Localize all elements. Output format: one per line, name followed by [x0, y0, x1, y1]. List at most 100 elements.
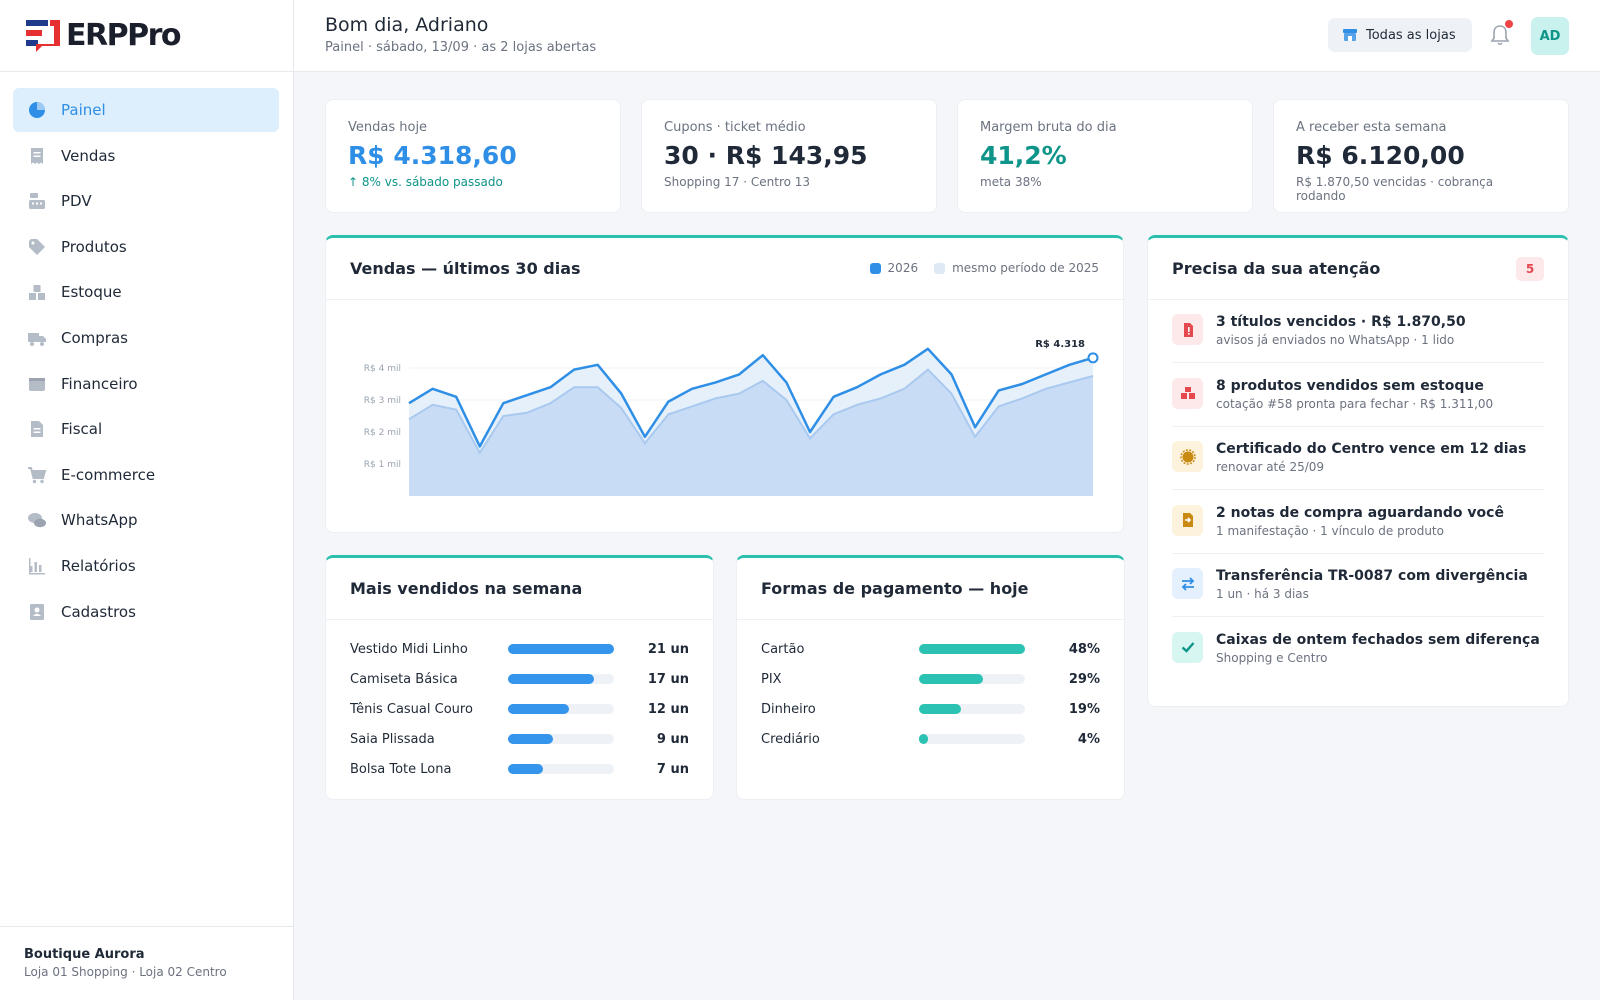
sidebar-item-financeiro[interactable]: Financeiro — [13, 362, 279, 406]
bar-row[interactable]: Camiseta Básica 17 un — [350, 668, 689, 690]
sidebar-item-painel[interactable]: Painel — [13, 88, 279, 132]
bar-track — [508, 704, 614, 714]
kpi-value: R$ 4.318,60 — [348, 141, 517, 170]
bar-value: 7 un — [656, 761, 689, 777]
notification-dot — [1505, 20, 1513, 28]
invoice-alert-icon — [1172, 314, 1203, 345]
attention-text: 2 notas de compra aguardando você 1 manif… — [1216, 505, 1504, 538]
bar-row[interactable]: Saia Plissada 9 un — [350, 728, 689, 750]
kpi-label: Vendas hoje — [348, 120, 428, 135]
attention-item[interactable]: 2 notas de compra aguardando você 1 manif… — [1172, 491, 1544, 554]
kpi-sub: meta 38% — [980, 175, 1042, 189]
top-header: Bom dia, Adriano Painel · sábado, 13/09 … — [294, 0, 1600, 72]
payment-methods-title: Formas de pagamento — hoje — [761, 579, 1029, 598]
truck-icon — [27, 328, 47, 348]
attention-item-title: Caixas de ontem fechados sem diferença — [1216, 631, 1540, 648]
chart-legend: 2026 mesmo período de 2025 — [854, 261, 1099, 275]
attention-text: Transferência TR-0087 com divergência 1 u… — [1216, 568, 1528, 601]
kpi-sub: Shopping 17 · Centro 13 — [664, 175, 811, 189]
contact-book-icon — [27, 602, 47, 622]
bar-row[interactable]: Bolsa Tote Lona 7 un — [350, 758, 689, 780]
kpi-value: R$ 6.120,00 — [1296, 141, 1465, 170]
attention-item-title: Transferência TR-0087 com divergência — [1216, 568, 1528, 584]
sidebar-item-fiscal[interactable]: Fiscal — [13, 407, 279, 451]
attention-item[interactable]: 3 títulos vencidos · R$ 1.870,50 avisos j… — [1172, 300, 1544, 363]
bar-track — [919, 644, 1025, 654]
bar-value: 21 un — [647, 641, 689, 657]
boxes-alert-icon — [1172, 377, 1203, 409]
attention-text: 8 produtos vendidos sem estoque cotação #… — [1216, 378, 1493, 411]
bar-row[interactable]: Tênis Casual Couro 12 un — [350, 698, 689, 720]
sidebar-item-label: WhatsApp — [61, 511, 138, 530]
app-logo[interactable]: ERPPro — [0, 0, 293, 72]
sales-chart-header: Vendas — últimos 30 dias 2026 mesmo perí… — [326, 238, 1123, 300]
sidebar-item-label: Estoque — [61, 283, 122, 302]
app-name: ERPPro — [66, 18, 181, 53]
pie-chart-icon — [27, 100, 47, 120]
bar-fill — [508, 764, 544, 774]
y-tick-label: R$ 1 mil — [364, 460, 401, 470]
bar-value: 4% — [1077, 731, 1100, 747]
kpi-sales-today[interactable]: Vendas hoje R$ 4.318,60 ↑ 8% vs. sábado … — [325, 99, 621, 213]
bar-fill — [508, 674, 594, 684]
legend-label: mesmo período de 2025 — [952, 261, 1099, 275]
bar-row[interactable]: PIX 29% — [761, 668, 1100, 690]
sidebar-item-e-commerce[interactable]: E-commerce — [13, 453, 279, 497]
sidebar-item-compras[interactable]: Compras — [13, 316, 279, 360]
kpi-coupons[interactable]: Cupons · ticket médio 30 · R$ 143,95 Sho… — [641, 99, 937, 213]
attention-item[interactable]: Caixas de ontem fechados sem diferença Sh… — [1172, 618, 1544, 681]
sidebar-item-produtos[interactable]: Produtos — [13, 225, 279, 269]
kpi-label: Margem bruta do dia — [980, 120, 1117, 135]
avatar[interactable]: AD — [1531, 17, 1569, 55]
sales-area-chart[interactable]: R$ 1 mil R$ 2 mil R$ 3 mil R$ 4 mil R$ 4.318 — [326, 300, 1123, 532]
bar-label: Saia Plissada — [350, 731, 435, 747]
bar-row[interactable]: Dinheiro 19% — [761, 698, 1100, 720]
sidebar-item-estoque[interactable]: Estoque — [13, 270, 279, 314]
sidebar-item-vendas[interactable]: Vendas — [13, 134, 279, 178]
bell-icon[interactable] — [1490, 24, 1510, 46]
bar-fill — [919, 674, 984, 684]
kpi-value: 41,2% — [980, 141, 1067, 170]
y-tick-label: R$ 3 mil — [364, 396, 401, 406]
series-2026-line[interactable] — [408, 347, 1094, 448]
attention-item-sub: renovar até 25/09 — [1216, 460, 1325, 474]
sidebar-item-relatorios[interactable]: Relatórios — [13, 544, 279, 588]
bar-value: 17 un — [647, 671, 689, 687]
bar-value: 19% — [1068, 701, 1100, 717]
bar-chart-icon — [27, 556, 47, 576]
kpi-receivables[interactable]: A receber esta semana R$ 6.120,00 R$ 1.8… — [1273, 99, 1569, 213]
sidebar-item-label: Painel — [61, 101, 106, 119]
legend-item-2025[interactable]: mesmo período de 2025 — [934, 261, 1099, 275]
sidebar-item-label: E-commerce — [61, 465, 156, 484]
bar-row[interactable]: Crediário 4% — [761, 728, 1100, 750]
sidebar-item-label: Produtos — [61, 237, 127, 256]
legend-item-2026[interactable]: 2026 — [869, 261, 918, 275]
greeting-title: Bom dia, Adriano — [325, 14, 489, 36]
bar-value: 29% — [1068, 671, 1100, 687]
last-value-label: R$ 4.318 — [1035, 339, 1085, 350]
bar-value: 48% — [1068, 641, 1100, 657]
sidebar-item-pdv[interactable]: PDV — [13, 179, 279, 223]
store-selector-button[interactable]: Todas as lojas — [1328, 18, 1472, 52]
series-2026-point[interactable] — [1087, 352, 1099, 364]
attention-item[interactable]: Transferência TR-0087 com divergência 1 u… — [1172, 554, 1544, 617]
sales-chart-title: Vendas — últimos 30 dias — [350, 259, 581, 278]
bar-row[interactable]: Vestido Midi Linho 21 un — [350, 638, 689, 660]
attention-header: Precisa da sua atenção 5 — [1148, 238, 1568, 300]
bar-label: Cartão — [761, 641, 805, 657]
store-info[interactable]: Boutique Aurora Loja 01 Shopping · Loja … — [0, 926, 293, 1000]
cart-icon — [27, 465, 47, 485]
transfer-icon — [1172, 568, 1203, 599]
sidebar-item-cadastros[interactable]: Cadastros — [13, 590, 279, 634]
series-2025-line — [408, 368, 1094, 455]
attention-item-sub: Shopping e Centro — [1216, 650, 1328, 665]
bar-label: Camiseta Básica — [350, 671, 458, 687]
wallet-icon — [27, 374, 47, 394]
attention-item[interactable]: 8 produtos vendidos sem estoque cotação #… — [1172, 364, 1544, 427]
attention-item[interactable]: Certificado do Centro vence em 12 dias re… — [1172, 427, 1544, 490]
bar-track — [919, 674, 1025, 684]
kpi-gross-margin[interactable]: Margem bruta do dia 41,2% meta 38% — [957, 99, 1253, 213]
bar-row[interactable]: Cartão 48% — [761, 638, 1100, 660]
sidebar-item-whatsapp[interactable]: WhatsApp — [13, 498, 279, 542]
y-tick-label: R$ 4 mil — [364, 364, 401, 374]
